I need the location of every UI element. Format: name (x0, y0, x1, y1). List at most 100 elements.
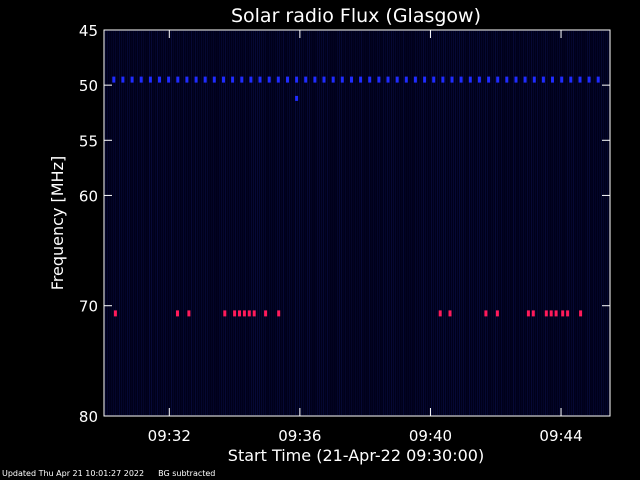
noise-streak (567, 31, 568, 415)
interference-mark (579, 310, 583, 317)
noise-streak (331, 31, 332, 415)
interference-mark (450, 76, 454, 83)
noise-streak (289, 31, 290, 415)
noise-streak (419, 31, 420, 415)
interference-mark (566, 310, 570, 317)
noise-streak (445, 31, 446, 415)
y-axis-label: Frequency [MHz] (48, 156, 67, 290)
noise-streak (411, 31, 412, 415)
noise-streak (597, 31, 598, 415)
interference-mark (231, 76, 235, 83)
noise-streak (355, 31, 356, 415)
noise-streak (565, 31, 566, 415)
interference-mark (477, 76, 481, 83)
noise-streak (201, 31, 202, 415)
noise-streak (139, 31, 140, 415)
noise-streak (247, 31, 248, 415)
noise-streak (269, 31, 270, 415)
noise-streak (365, 31, 366, 415)
noise-streak (523, 31, 524, 415)
plot-frame (103, 29, 611, 417)
noise-streak (509, 31, 510, 415)
noise-streak (163, 31, 164, 415)
noise-streak (461, 31, 462, 415)
noise-streak (455, 31, 456, 415)
interference-mark (148, 76, 152, 83)
interference-mark (340, 76, 344, 83)
noise-streak (521, 31, 522, 415)
noise-streak (587, 31, 588, 415)
interference-mark (587, 76, 591, 83)
noise-streak (343, 31, 344, 415)
interference-mark (531, 310, 535, 317)
noise-streak (165, 31, 166, 415)
noise-streak (135, 31, 136, 415)
interference-mark (560, 76, 564, 83)
interference-mark (551, 76, 554, 83)
noise-streak (121, 31, 122, 415)
noise-streak (557, 31, 558, 415)
noise-streak (143, 31, 144, 415)
noise-texture (105, 31, 608, 415)
interference-marks (112, 76, 600, 317)
interference-mark (258, 76, 262, 83)
noise-streak (533, 31, 534, 415)
interference-mark (158, 76, 161, 83)
noise-streak (145, 31, 146, 415)
noise-streak (327, 31, 328, 415)
noise-streak (549, 31, 550, 415)
noise-streak (427, 31, 428, 415)
noise-streak (595, 31, 596, 415)
noise-streak (541, 31, 542, 415)
noise-streak (433, 31, 434, 415)
noise-streak (225, 31, 226, 415)
noise-streak (453, 31, 454, 415)
interference-mark (549, 310, 553, 317)
noise-streak (535, 31, 536, 415)
noise-streak (379, 31, 380, 415)
noise-streak (161, 31, 162, 415)
interference-mark (203, 76, 207, 83)
noise-streak (221, 31, 222, 415)
noise-streak (537, 31, 538, 415)
noise-streak (437, 31, 438, 415)
noise-streak (205, 31, 206, 415)
interference-mark (331, 76, 335, 83)
noise-streak (551, 31, 552, 415)
noise-streak (583, 31, 584, 415)
x-axis-label: Start Time (21-Apr-22 09:30:00) (228, 446, 484, 465)
noise-streak (395, 31, 396, 415)
interference-mark (413, 76, 417, 83)
noise-streak (209, 31, 210, 415)
noise-streak (505, 31, 506, 415)
noise-streak (345, 31, 346, 415)
noise-streak (189, 31, 190, 415)
noise-streak (357, 31, 358, 415)
interference-mark (238, 310, 241, 317)
interference-mark (222, 76, 225, 83)
noise-streak (219, 31, 220, 415)
noise-streak (539, 31, 540, 415)
interference-mark (121, 76, 125, 83)
noise-streak (497, 31, 498, 415)
noise-streak (235, 31, 236, 415)
interference-mark (441, 76, 445, 83)
noise-streak (277, 31, 278, 415)
y-tick-label: 50 (79, 77, 98, 95)
noise-streak (263, 31, 264, 415)
noise-streak (435, 31, 436, 415)
noise-streak (233, 31, 234, 415)
interference-mark (423, 76, 427, 83)
noise-streak (429, 31, 430, 415)
noise-streak (463, 31, 464, 415)
interference-mark (113, 310, 117, 317)
interference-mark (252, 310, 256, 317)
interference-mark (359, 76, 363, 83)
noise-streak (495, 31, 496, 415)
interference-mark (350, 76, 353, 83)
interference-mark (395, 76, 399, 83)
noise-streak (361, 31, 362, 415)
noise-streak (351, 31, 352, 415)
noise-streak (117, 31, 118, 415)
interference-mark (264, 310, 268, 317)
